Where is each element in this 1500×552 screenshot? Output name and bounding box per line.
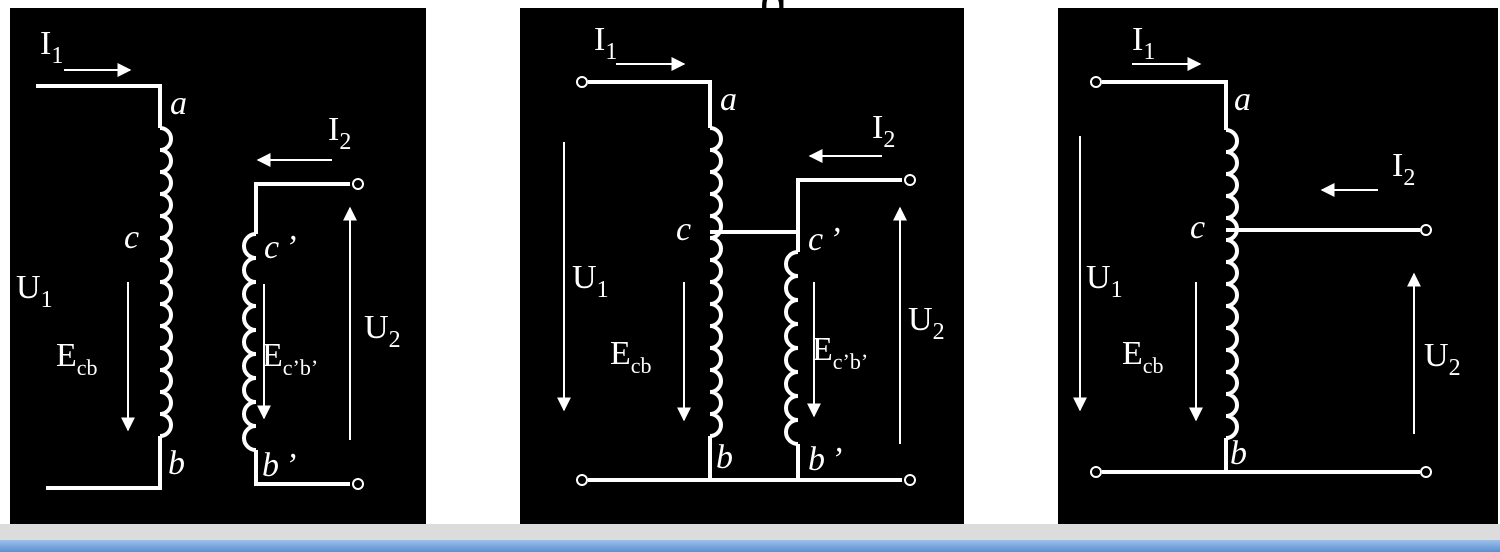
terminal-in-top-icon — [576, 76, 588, 88]
circuit-svg: I1 a I2 c c’ U1 Ecb Ec’b’ U2 b b’ — [557, 21, 945, 486]
wire-input-top — [36, 84, 162, 128]
primary-coil-icon — [159, 126, 173, 438]
autotransformer-coil-icon — [1225, 128, 1239, 440]
label-U1: U1 — [1086, 259, 1123, 303]
diagram-two-winding-transformer: I1 a I2 c c’ U1 Ecb Ec’b’ U2 b b’ — [10, 8, 426, 540]
label-I2: I2 — [328, 111, 351, 155]
wire-input-bottom — [46, 436, 162, 490]
label-c: c — [676, 211, 691, 248]
secondary-coil-icon — [242, 232, 257, 452]
slide-footer-accent — [0, 540, 1500, 552]
primary-coil-icon — [709, 126, 723, 438]
label-U2: U2 — [1424, 337, 1461, 381]
wire-output-top — [254, 182, 350, 234]
label-c-prime: c’ — [264, 229, 296, 266]
label-c: c — [124, 219, 139, 256]
label-Ecpbp: Ec’b’ — [812, 331, 868, 374]
circuit-svg: I1 a I2 c c’ U1 Ecb Ec’b’ U2 b b’ — [16, 25, 401, 490]
label-a: a — [170, 85, 187, 122]
label-Ecb: Ecb — [1122, 335, 1164, 378]
diagram-connected-windings: I1 a I2 c c’ U1 Ecb Ec’b’ U2 b b’ — [520, 8, 964, 540]
label-I2: I2 — [1392, 147, 1415, 191]
label-b: b — [716, 439, 733, 476]
terminal-out-top-icon — [1420, 224, 1432, 236]
terminal-in-bottom-icon — [1090, 466, 1102, 478]
terminal-out-bottom-icon — [1420, 466, 1432, 478]
terminal-out-bottom-icon — [904, 474, 916, 486]
label-U2: U2 — [364, 309, 401, 353]
label-I1: I1 — [1132, 21, 1155, 65]
terminal-out-top-icon — [352, 178, 364, 190]
label-U1: U1 — [572, 259, 609, 303]
wire-input-bottom — [1102, 438, 1228, 474]
label-U1: U1 — [16, 269, 53, 313]
terminal-out-top-icon — [904, 174, 916, 186]
terminal-in-bottom-icon — [576, 474, 588, 486]
label-b-prime: b’ — [262, 447, 296, 484]
label-a: a — [1234, 81, 1251, 118]
label-Ecb: Ecb — [610, 335, 652, 378]
label-I2: I2 — [872, 109, 895, 153]
label-c: c — [1190, 209, 1205, 246]
slide-footer-band — [0, 524, 1500, 540]
label-I1: I1 — [594, 21, 617, 65]
label-I1: I1 — [40, 25, 63, 69]
wire-output-bottom — [254, 450, 350, 486]
terminal-in-top-icon — [1090, 76, 1102, 88]
circuit-svg: I1 a I2 c U1 Ecb U2 b — [1073, 21, 1461, 478]
diagram-autotransformer: I1 a I2 c U1 Ecb U2 b — [1058, 8, 1498, 540]
label-a: a — [720, 81, 737, 118]
wire-input-top — [588, 80, 712, 128]
label-Ecb: Ecb — [56, 337, 98, 380]
label-b: b — [168, 445, 185, 482]
wire-output-top — [796, 178, 902, 252]
wire-input-bottom — [588, 436, 712, 482]
label-U2: U2 — [908, 301, 945, 345]
label-b: b — [1230, 435, 1247, 472]
wire-input-top — [1102, 80, 1228, 130]
label-Ecpbp: Ec’b’ — [262, 337, 318, 380]
secondary-coil-icon — [784, 250, 799, 446]
label-b-prime: b’ — [808, 441, 842, 478]
label-c-prime: c’ — [808, 221, 840, 258]
terminal-out-bottom-icon — [352, 478, 364, 490]
